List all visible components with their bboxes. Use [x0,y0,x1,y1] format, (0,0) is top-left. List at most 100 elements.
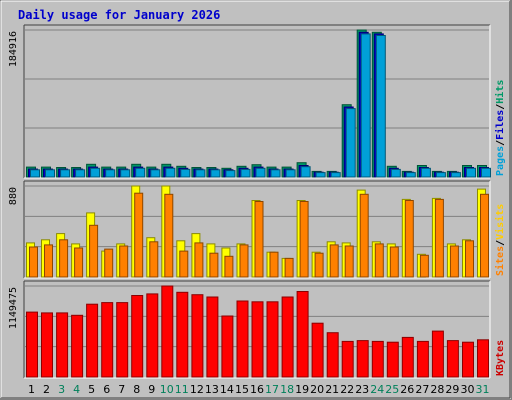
bar-kbytes-day-19 [296,291,309,378]
plot-background [24,25,490,178]
day-label-5: 5 [88,383,95,396]
bar-pages-day-8 [135,167,146,178]
day-label-17: 17 [265,383,279,396]
bar-pages-day-20 [315,172,326,178]
series-label-hits: Hits [494,80,506,104]
bar-kbytes-day-22 [341,340,354,378]
bar-pages-day-1 [30,169,40,178]
bar-sites-day-2 [44,244,53,278]
bar-sites-day-19 [299,201,309,278]
chart-panels: 184916Pages/Files/Hits880Sites/Visits114… [8,24,506,379]
series-label-kbytes: KBytes [495,340,506,376]
bar-kbytes-day-5 [86,303,99,378]
bar-sites-day-7 [119,245,129,278]
y-axis-max-label: 880 [8,187,19,205]
bar-pages-day-16 [255,167,266,178]
bar-pages-day-26 [405,172,416,178]
bar-kbytes-day-2 [41,312,53,378]
bar-pages-day-13 [210,169,221,178]
day-label-24: 24 [370,383,384,396]
bar-pages-day-22 [345,108,356,178]
bar-sites-day-17 [269,251,279,278]
bar-pages-day-31 [481,167,491,178]
bar-kbytes-day-11 [176,291,189,378]
bar-sites-day-11 [179,250,189,278]
bar-kbytes-day-12 [191,294,204,378]
day-label-8: 8 [133,383,140,396]
bar-sites-day-25 [389,246,399,278]
bar-pages-day-12 [195,169,206,178]
day-label-1: 1 [28,383,35,396]
bar-sites-day-18 [284,257,294,278]
bar-kbytes-day-4 [71,314,84,378]
day-label-6: 6 [103,383,110,396]
bar-kbytes-day-8 [131,295,144,378]
bar-kbytes-day-9 [146,293,159,378]
bar-kbytes-day-31 [477,339,489,378]
series-labels: Pages/Files/Hits [494,80,506,176]
day-label-25: 25 [385,383,399,396]
bar-pages-day-4 [75,169,86,178]
day-label-26: 26 [400,383,414,396]
bar-sites-day-28 [434,198,444,278]
day-label-21: 21 [325,383,339,396]
series-label-sites: Sites [494,246,506,276]
day-label-11: 11 [175,383,189,396]
series-labels: Sites/Visits [494,204,506,276]
bar-pages-day-23 [360,33,371,178]
bar-sites-day-27 [419,254,429,278]
bar-kbytes-day-17 [266,301,279,378]
day-label-14: 14 [220,383,234,396]
day-label-22: 22 [340,383,354,396]
bar-pages-day-9 [150,169,161,178]
bar-sites-day-14 [224,255,234,278]
bar-pages-day-6 [105,169,116,178]
day-label-28: 28 [430,383,444,396]
bar-sites-day-24 [374,243,384,278]
day-label-2: 2 [43,383,50,396]
bar-sites-day-23 [359,193,369,278]
bar-pages-day-11 [180,168,191,178]
bar-sites-day-9 [149,241,159,278]
day-label-7: 7 [118,383,125,396]
bar-kbytes-day-27 [416,340,429,378]
bar-pages-day-19 [300,166,311,178]
bar-pages-day-10 [165,167,176,178]
panel-visits-sites: 880 Sites/Visits [8,180,506,279]
series-label-visits: Visits [494,204,506,240]
y-axis-max-label: 1149475 [8,287,19,329]
bar-sites-day-31 [480,193,489,278]
day-label-10: 10 [160,383,174,396]
bar-kbytes-day-26 [401,336,414,378]
day-label-9: 9 [148,383,155,396]
bar-sites-day-3 [59,239,69,278]
day-label-19: 19 [295,383,309,396]
series-label-separator: / [495,104,506,110]
day-label-16: 16 [250,383,264,396]
bar-pages-day-17 [270,169,281,178]
day-label-12: 12 [190,383,204,396]
bar-kbytes-day-20 [311,322,324,378]
bar-pages-day-25 [390,168,401,178]
bar-sites-day-16 [254,201,264,278]
bar-kbytes-day-29 [446,340,459,378]
bar-pages-day-7 [120,169,131,178]
bar-sites-day-21 [329,244,339,278]
bar-kbytes-day-13 [206,296,219,378]
bar-pages-day-24 [375,35,386,178]
bar-sites-day-1 [29,246,38,278]
day-label-4: 4 [73,383,80,396]
bar-kbytes-day-3 [56,312,69,378]
series-label-separator: / [495,240,506,246]
bar-pages-day-18 [285,169,296,178]
day-label-29: 29 [445,383,459,396]
bar-kbytes-day-28 [431,330,444,378]
bar-kbytes-day-18 [281,296,294,378]
bar-sites-day-22 [344,245,354,278]
bar-kbytes-day-14 [221,315,234,378]
bar-sites-day-6 [104,248,114,278]
bar-pages-day-30 [466,167,476,178]
series-label-files: Files [494,110,506,140]
